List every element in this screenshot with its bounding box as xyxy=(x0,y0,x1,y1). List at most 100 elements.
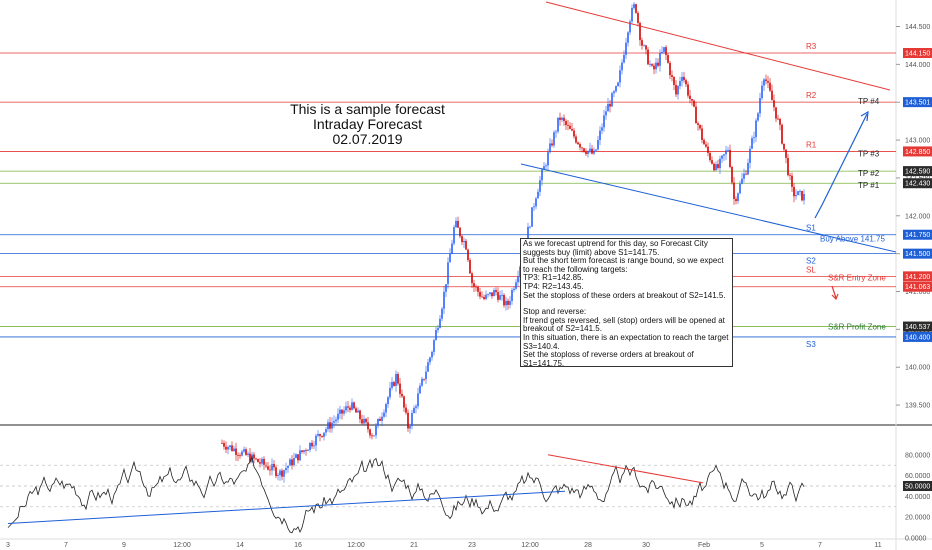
candle-body xyxy=(713,163,715,171)
candle-body xyxy=(641,40,643,46)
candle-body xyxy=(299,450,301,461)
candle-body xyxy=(595,149,597,151)
candle-body xyxy=(765,79,767,82)
osc-tick-label: 20.0000 xyxy=(905,515,930,522)
candle-body xyxy=(355,408,357,413)
price-tags-layer: 144.150 143.501 142.850 142.590 142.430 141.7… xyxy=(903,48,932,491)
candle-body xyxy=(637,12,639,23)
candle-body xyxy=(801,190,803,201)
osc-support-trendline xyxy=(7,490,566,524)
candle-body xyxy=(421,378,423,386)
candle-body xyxy=(411,412,413,427)
candle-body xyxy=(335,419,337,422)
forecast-arrow-head xyxy=(860,110,869,122)
price-tick-label: 139.500 xyxy=(905,403,930,410)
candle-body xyxy=(345,406,347,411)
candle-body xyxy=(751,138,753,149)
candle-body xyxy=(555,131,557,133)
candle-body xyxy=(391,382,393,388)
candle-body xyxy=(607,103,609,112)
candle-body xyxy=(501,294,503,296)
candle-body xyxy=(795,195,797,197)
candle-body xyxy=(477,286,479,292)
candle-body xyxy=(693,100,695,107)
candle-body xyxy=(449,253,451,263)
candle-body xyxy=(597,140,599,150)
candle-body xyxy=(451,243,453,254)
candle-body xyxy=(245,449,247,455)
candle-body xyxy=(625,42,627,55)
candle-body xyxy=(471,273,473,284)
candle-body xyxy=(589,148,591,151)
osc-tick-label: 0.0000 xyxy=(905,536,927,543)
candle-body xyxy=(585,151,587,154)
candle-body xyxy=(609,103,611,107)
candle-body xyxy=(603,115,605,128)
candle-body xyxy=(289,459,291,466)
candle-body xyxy=(347,406,349,408)
price-tag-text: 140.400 xyxy=(905,334,930,341)
price-tag-text: 142.430 xyxy=(905,181,930,188)
price-tick-label: 141.000 xyxy=(905,289,930,296)
candle-body xyxy=(793,186,795,197)
candle-body xyxy=(495,290,497,293)
level-label-r2: R2 xyxy=(806,91,817,100)
candle-body xyxy=(629,21,631,33)
candle-body xyxy=(635,4,637,13)
price-tag-text: 143.501 xyxy=(905,100,930,107)
price-tick-label: 144.000 xyxy=(905,62,930,69)
candle-body xyxy=(387,397,389,405)
candle-body xyxy=(419,385,421,394)
candle-body xyxy=(689,95,691,99)
price-tag-box xyxy=(903,331,932,342)
candle-body xyxy=(599,130,601,141)
candle-body xyxy=(349,407,351,410)
price-tag: 143.501 xyxy=(903,97,932,108)
level-label-s2: S2 xyxy=(806,257,816,266)
candle-body xyxy=(281,470,283,477)
candle-body xyxy=(619,70,621,83)
candle-body xyxy=(275,467,277,477)
candle-body xyxy=(671,75,673,77)
candle-body xyxy=(707,146,709,153)
candle-body xyxy=(327,422,329,430)
candle-body xyxy=(787,157,789,176)
candle-body xyxy=(417,393,419,407)
candle-body xyxy=(331,422,333,429)
price-tag-text: 140.537 xyxy=(905,324,930,331)
candle-body xyxy=(257,459,259,463)
candle-body xyxy=(229,445,231,447)
candle-body xyxy=(457,220,459,228)
candle-body xyxy=(769,82,771,91)
candle-body xyxy=(515,282,517,289)
candle-body xyxy=(443,291,445,309)
candle-body xyxy=(277,475,279,477)
time-tick-label: 30 xyxy=(642,542,650,549)
candle-body xyxy=(241,451,243,456)
candle-body xyxy=(485,294,487,300)
candle-body xyxy=(309,442,311,450)
time-tick-label: 12:00 xyxy=(521,542,539,549)
candle-body xyxy=(773,100,775,108)
time-tick-label: 28 xyxy=(584,542,592,549)
price-tag-box xyxy=(903,48,932,58)
reverse-arrow xyxy=(831,285,837,299)
candle-body xyxy=(483,297,485,300)
candle-body xyxy=(431,351,433,358)
candle-body xyxy=(467,249,469,260)
candle-body xyxy=(487,293,489,295)
candle-body xyxy=(239,455,241,457)
price-tag: 141.750 xyxy=(903,229,932,240)
price-tag: 141.500 xyxy=(903,248,932,259)
candle-body xyxy=(503,294,505,306)
candle-body xyxy=(463,240,465,243)
candle-body xyxy=(253,454,255,459)
candle-body xyxy=(653,65,655,70)
candle-body xyxy=(377,418,379,426)
candle-body xyxy=(543,166,545,170)
time-tick-label: 5 xyxy=(760,542,764,549)
level-label-r3: R3 xyxy=(806,42,817,51)
price-tag: 140.400 xyxy=(903,331,932,342)
candle-body xyxy=(369,429,371,436)
